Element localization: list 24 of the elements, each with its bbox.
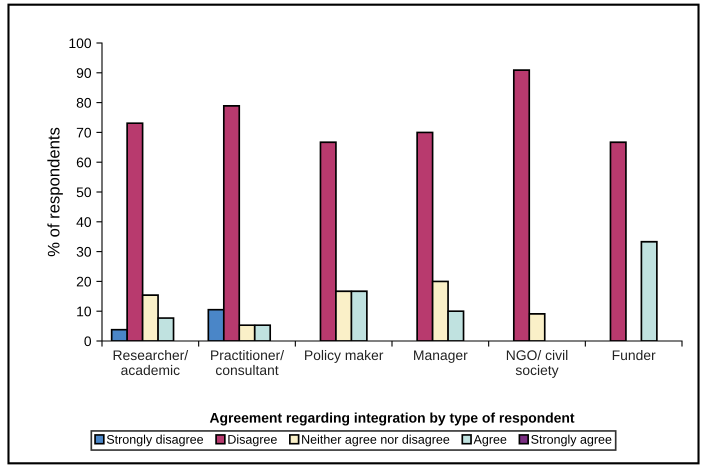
y-tick-label: 50	[76, 187, 92, 198]
y-tick-label: 80	[76, 98, 92, 108]
y-tick-label: 40	[76, 217, 92, 227]
y-tick-label: 60	[76, 158, 92, 168]
y-tick-label: 0	[84, 336, 92, 346]
x-tick-label: NGO/ civil society	[506, 350, 568, 378]
legend-label: Neither agree nor disagree	[302, 434, 450, 446]
y-tick-label: 30	[76, 246, 92, 257]
legend-label: Strongly agree	[531, 434, 612, 446]
legend-label: Disagree	[228, 434, 277, 446]
y-tick-label: 90	[76, 68, 92, 78]
y-axis-title: % of respondents	[47, 128, 63, 256]
x-tick-label: Practitioner/ consultant	[211, 350, 284, 376]
x-tick-label: Manager	[414, 350, 468, 363]
y-tick-label: 100	[69, 38, 92, 48]
legend-label: Strongly disagree	[106, 434, 204, 446]
legend-label: Agree	[474, 435, 506, 446]
x-axis-title: Agreement regarding integration by type of respondent	[210, 412, 574, 426]
y-tick-label: 10	[77, 306, 92, 316]
y-tick-label: 20	[76, 276, 92, 287]
x-tick-label: Policy maker	[305, 350, 384, 363]
y-tick-label: 70	[76, 128, 92, 138]
x-tick-label: Funder	[612, 350, 656, 360]
x-tick-label: Researcher/ academic	[114, 350, 188, 376]
